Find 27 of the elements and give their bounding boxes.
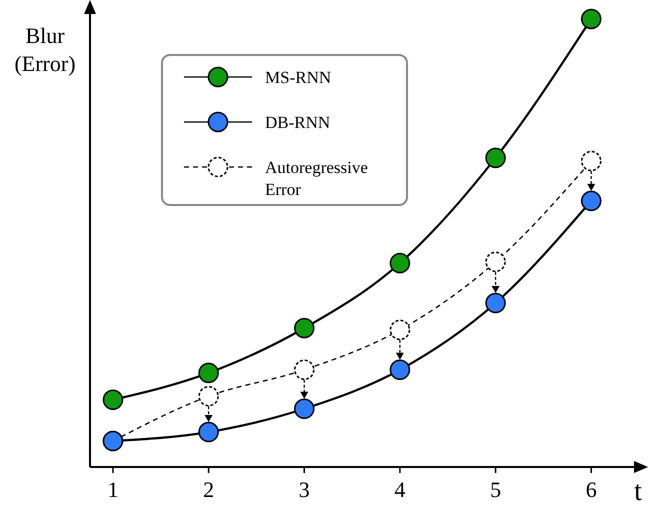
point — [390, 360, 410, 380]
point — [198, 362, 219, 384]
point — [294, 318, 315, 338]
point — [198, 386, 219, 406]
legend-label: DB-RNN — [265, 113, 330, 132]
point — [390, 320, 410, 340]
point — [102, 390, 124, 410]
y-axis-title: Blur (Error) — [14, 23, 76, 76]
x-tick-label: 3 — [298, 477, 310, 502]
point — [580, 190, 602, 212]
point — [390, 252, 410, 274]
point — [294, 360, 315, 380]
point — [580, 8, 602, 30]
point — [580, 150, 602, 172]
x-tick-label: 1 — [107, 477, 118, 502]
point — [485, 148, 506, 168]
point — [485, 292, 506, 314]
x-axis-title: t — [634, 476, 642, 506]
point — [198, 422, 219, 442]
point — [485, 252, 506, 272]
x-tick-label: 4 — [394, 477, 406, 502]
legend-label: MS-RNN — [265, 68, 332, 87]
x-tick-label: 2 — [203, 477, 214, 502]
point — [294, 398, 315, 420]
x-tick-label: 6 — [586, 477, 597, 502]
x-tick-label: 5 — [490, 477, 502, 502]
legend-label: Autoregressive Error — [265, 158, 368, 199]
